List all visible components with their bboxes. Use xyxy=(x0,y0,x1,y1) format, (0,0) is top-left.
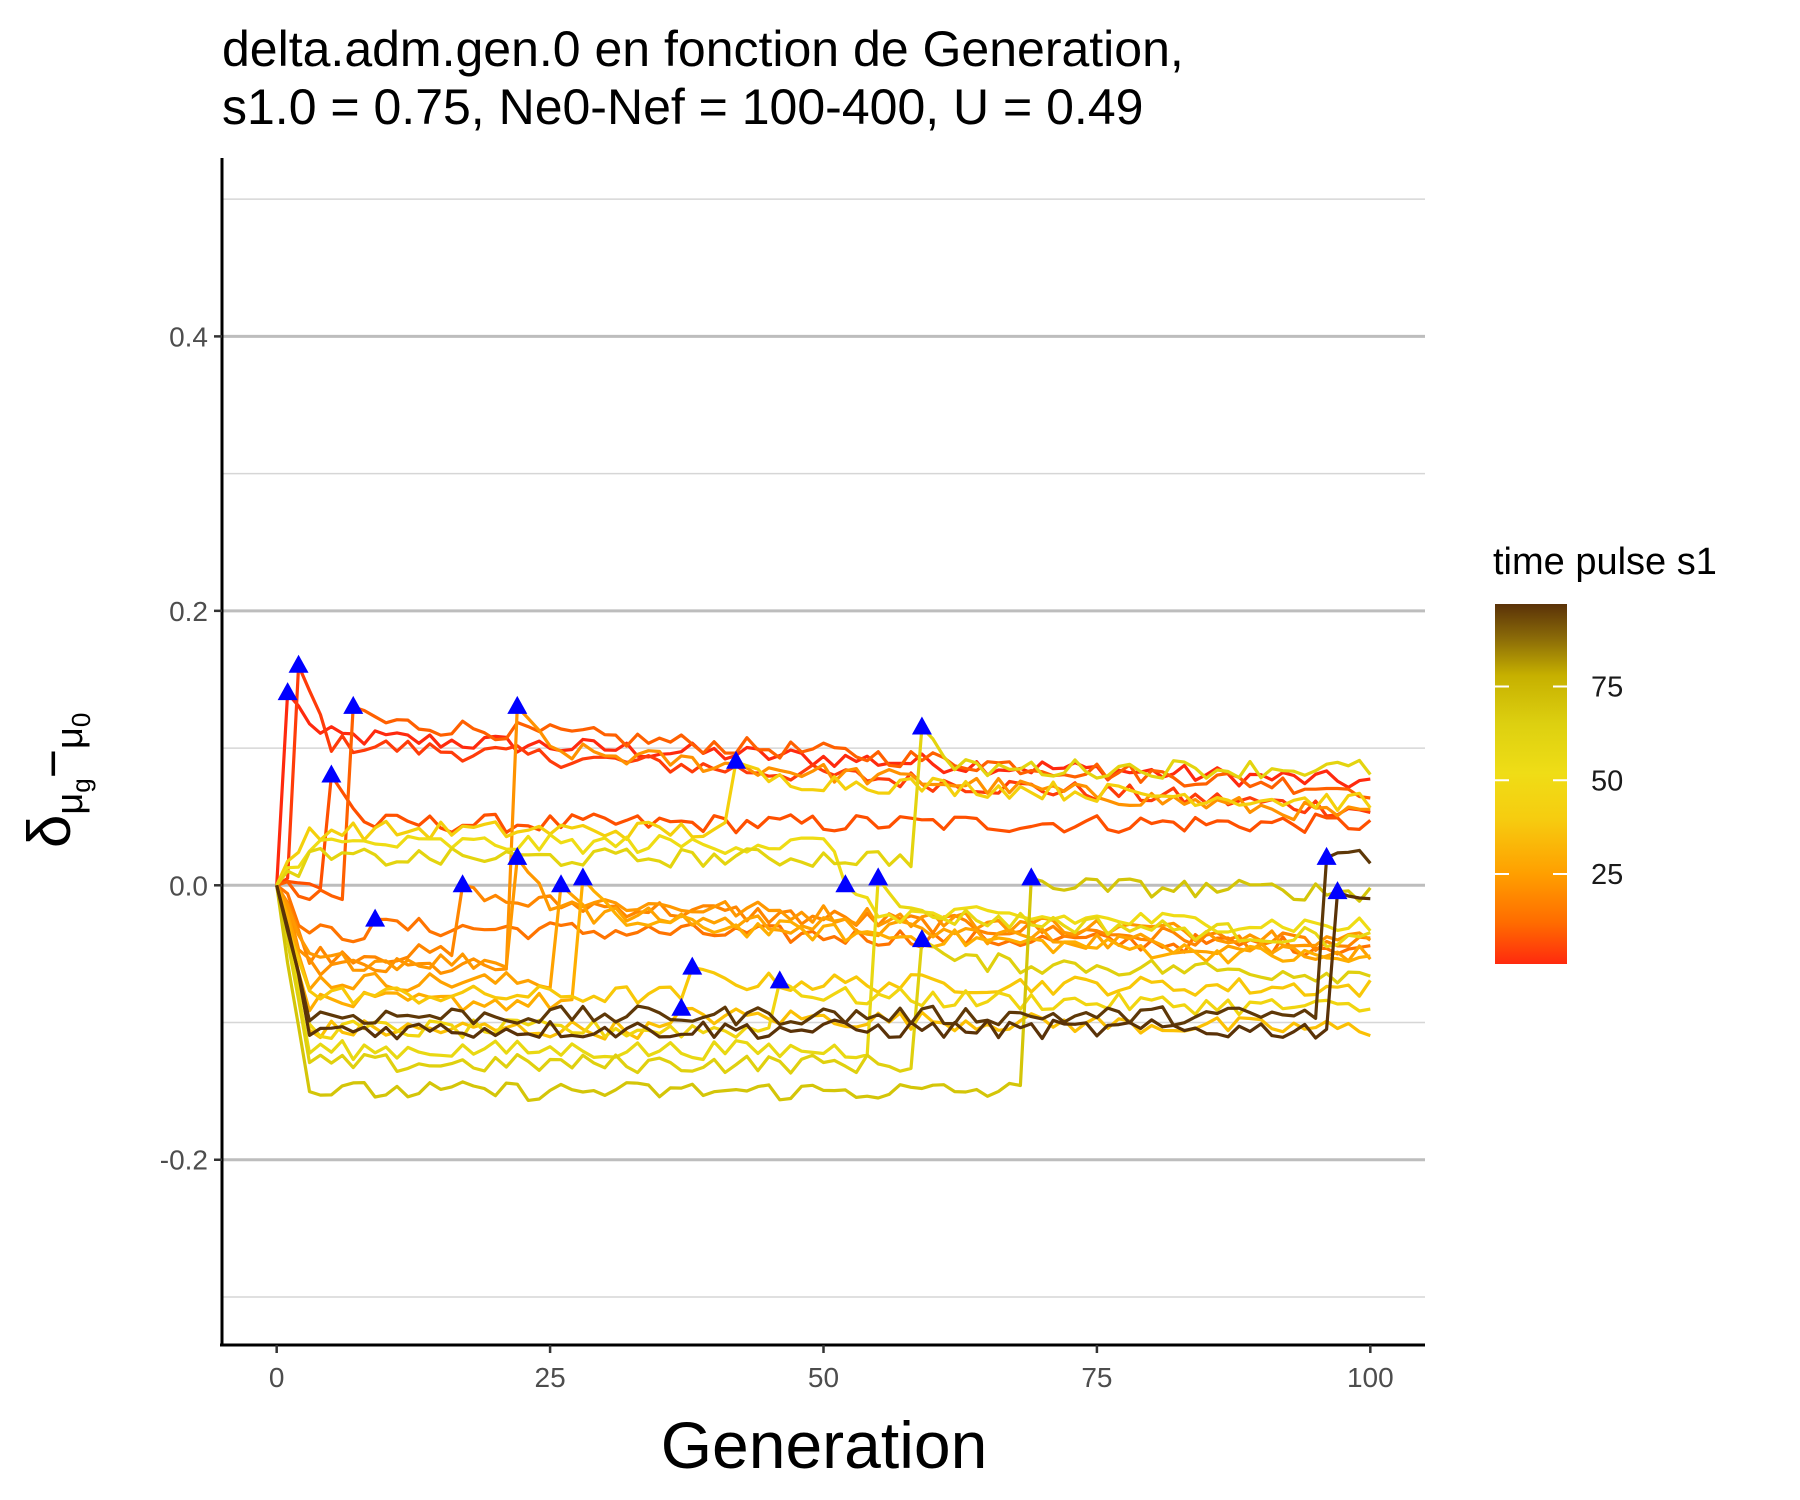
y-tick-label: 0.4 xyxy=(169,321,208,352)
series-line xyxy=(275,876,1371,1013)
x-tick-label: 100 xyxy=(1347,1362,1394,1393)
legend-tick-label: 50 xyxy=(1591,765,1623,797)
legend-title: time pulse s1 xyxy=(1493,541,1717,583)
legend-colorbar xyxy=(1495,604,1567,964)
legend-tick-label: 75 xyxy=(1591,672,1623,704)
y-axis-title-delta: δ xyxy=(16,815,83,848)
x-tick-label: 75 xyxy=(1081,1362,1112,1393)
series-line xyxy=(275,832,1372,934)
y-axis-title-0: 0 xyxy=(66,713,96,727)
series-lines xyxy=(275,664,1372,1103)
major-gridlines xyxy=(222,334,1425,1162)
pulse-marker-triangle xyxy=(726,750,747,769)
series-line xyxy=(275,705,1371,977)
y-axis-title-g: g xyxy=(66,778,96,792)
x-tick-label: 50 xyxy=(808,1362,839,1393)
y-tick-label: 0.0 xyxy=(169,870,208,901)
x-axis-ticks: 0 25 50 75 100 xyxy=(269,1345,1394,1393)
series-line xyxy=(275,760,1372,886)
pulse-marker-triangle xyxy=(288,654,309,673)
pulse-marker-triangle xyxy=(769,970,790,989)
y-tick-label: -0.2 xyxy=(160,1145,208,1176)
series-line xyxy=(275,876,1372,1103)
legend: time pulse s1 25 50 75 xyxy=(1493,541,1717,964)
series-line xyxy=(275,884,1371,1075)
pulse-marker-triangle xyxy=(572,867,593,886)
pulse-marker-triangle xyxy=(835,874,856,893)
pulse-marker-triangle xyxy=(1021,867,1042,886)
series-line xyxy=(275,884,1372,1006)
x-tick-label: 0 xyxy=(269,1362,285,1393)
pulse-marker-triangle xyxy=(507,846,528,865)
pulse-marker-triangle xyxy=(343,695,364,714)
pulse-marker-triangle xyxy=(682,956,703,975)
x-tick-label: 25 xyxy=(535,1362,566,1393)
pulse-marker-triangle xyxy=(365,908,386,927)
pulse-marker-triangle xyxy=(911,929,932,948)
y-axis-title-minus: − xyxy=(25,749,81,778)
pulse-marker-triangle xyxy=(911,716,932,735)
chart-title-line-1: delta.adm.gen.0 en fonction de Generatio… xyxy=(222,21,1184,77)
pulse-marker-triangle xyxy=(452,874,473,893)
pulse-marker-triangle xyxy=(507,695,528,714)
series-line xyxy=(275,691,1371,886)
pulse-marker-triangle xyxy=(868,867,889,886)
pulse-marker-triangle xyxy=(1316,846,1337,865)
pulse-marker-triangle xyxy=(321,764,342,783)
pulse-marker-triangle xyxy=(1327,881,1348,900)
legend-tick-label: 25 xyxy=(1591,859,1623,891)
y-axis-title-mu-g: μ xyxy=(49,793,91,815)
pulse-markers xyxy=(277,654,1348,1016)
series-line xyxy=(275,876,1371,1062)
series-line xyxy=(275,725,1372,887)
y-tick-label: 0.2 xyxy=(169,596,208,627)
y-axis-title-mu-0: μ xyxy=(49,727,91,749)
series-line xyxy=(275,884,1371,1041)
series-line xyxy=(275,848,1372,1027)
chart-title-line-2: s1.0 = 0.75, Ne0-Nef = 100-400, U = 0.49 xyxy=(222,79,1143,135)
y-axis-ticks: -0.2 0.0 0.2 0.4 xyxy=(160,321,222,1176)
pulse-marker-triangle xyxy=(671,997,692,1016)
legend-ticks: 25 50 75 xyxy=(1495,672,1623,891)
pulse-marker-triangle xyxy=(551,874,572,893)
series-line xyxy=(276,705,1371,902)
series-line xyxy=(275,856,1372,972)
pulse-marker-triangle xyxy=(277,682,298,701)
y-axis-title: δμg−μ0 xyxy=(16,713,96,848)
series-line xyxy=(275,883,1372,993)
series-line xyxy=(276,773,1372,890)
x-axis-title: Generation xyxy=(661,1408,988,1482)
